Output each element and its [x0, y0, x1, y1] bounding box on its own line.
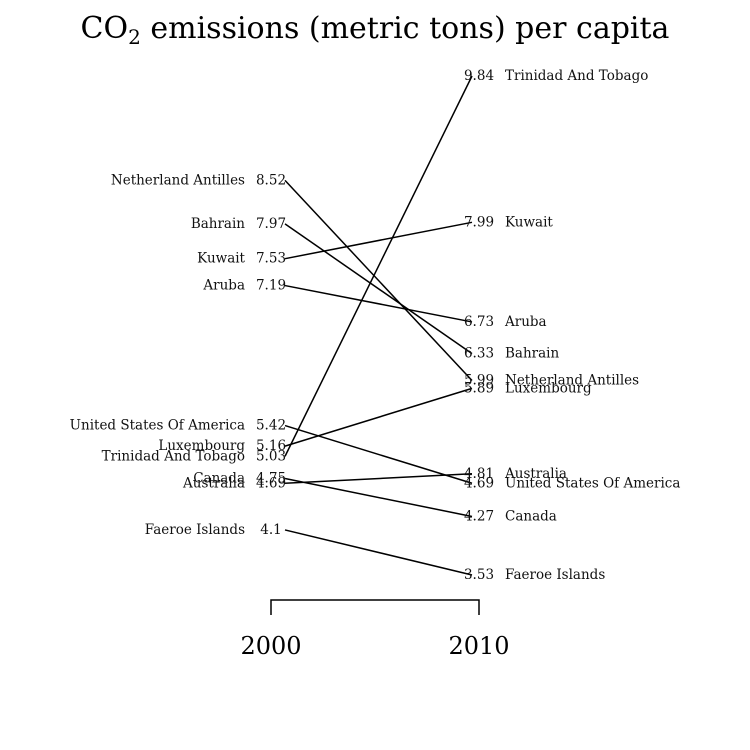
right-label-netherland-antilles: Netherland Antilles: [505, 372, 639, 388]
left-label-canada: Canada: [193, 471, 245, 487]
slope-line-bahrain: [284, 223, 473, 355]
left-label-kuwait: Kuwait: [197, 251, 245, 267]
right-label-australia: Australia: [504, 466, 567, 482]
left-value-luxembourg: 5.16: [256, 438, 286, 454]
chart-title-subscript: 2: [128, 25, 141, 49]
slope-lines: [284, 75, 473, 576]
x-tick-2010: 2010: [448, 632, 509, 660]
right-value-faeroe-islands: 3.53: [464, 567, 494, 583]
slope-labels: Netherland Antilles 8.52 5.99 Netherland An…: [70, 68, 681, 583]
right-value-united-states-of-america: 4.69: [464, 475, 494, 491]
left-value-united-states-of-america: 5.42: [256, 418, 286, 434]
slope-line-canada: [284, 477, 473, 518]
left-value-australia: 4.69: [256, 475, 286, 491]
left-label-united-states-of-america: United States Of America: [70, 418, 245, 434]
left-label-aruba: Aruba: [202, 278, 245, 294]
left-value-trinidad-and-tobago: 5.03: [256, 448, 286, 464]
right-label-faeroe-islands: Faeroe Islands: [505, 567, 605, 583]
right-value-australia: 4.81: [464, 466, 494, 482]
right-label-bahrain: Bahrain: [505, 346, 559, 362]
slope-line-netherland-antilles: [284, 179, 473, 381]
left-value-bahrain: 7.97: [256, 216, 286, 232]
left-value-canada: 4.75: [256, 471, 286, 487]
slope-line-kuwait: [284, 221, 473, 260]
right-value-bahrain: 6.33: [464, 346, 494, 362]
right-value-luxembourg: 5.89: [464, 380, 494, 396]
right-label-canada: Canada: [505, 508, 557, 524]
right-value-aruba: 6.73: [464, 314, 494, 330]
left-label-luxembourg: Luxembourg: [158, 438, 245, 454]
left-value-faeroe-islands: 4.1: [260, 522, 281, 538]
right-label-luxembourg: Luxembourg: [505, 380, 592, 396]
chart-title: CO2 emissions (metric tons) per capita: [81, 11, 670, 49]
chart-title-rest: emissions (metric tons) per capita: [141, 11, 670, 46]
left-label-trinidad-and-tobago: Trinidad And Tobago: [102, 448, 245, 464]
right-value-netherland-antilles: 5.99: [464, 372, 494, 388]
left-label-bahrain: Bahrain: [191, 216, 245, 232]
left-label-faeroe-islands: Faeroe Islands: [145, 522, 245, 538]
slope-line-faeroe-islands: [284, 529, 473, 576]
left-value-netherland-antilles: 8.52: [256, 172, 286, 188]
chart-title-main: CO: [81, 11, 129, 46]
slope-line-united-states-of-america: [284, 424, 473, 484]
right-label-trinidad-and-tobago: Trinidad And Tobago: [505, 68, 648, 84]
right-label-aruba: Aruba: [504, 314, 547, 330]
right-value-canada: 4.27: [464, 508, 494, 524]
x-tick-2000: 2000: [240, 632, 301, 660]
left-value-aruba: 7.19: [256, 278, 286, 294]
slope-line-luxembourg: [284, 387, 473, 447]
slope-line-trinidad-and-tobago: [284, 75, 473, 457]
left-value-kuwait: 7.53: [256, 251, 286, 267]
left-label-australia: Australia: [182, 475, 245, 491]
right-label-united-states-of-america: United States Of America: [505, 475, 680, 491]
right-label-kuwait: Kuwait: [505, 214, 553, 230]
x-axis-bracket: [270, 599, 480, 615]
slope-line-australia: [284, 473, 473, 485]
right-value-trinidad-and-tobago: 9.84: [464, 68, 494, 84]
slope-line-aruba: [284, 284, 473, 323]
right-value-kuwait: 7.99: [464, 214, 494, 230]
left-label-netherland-antilles: Netherland Antilles: [111, 172, 245, 188]
